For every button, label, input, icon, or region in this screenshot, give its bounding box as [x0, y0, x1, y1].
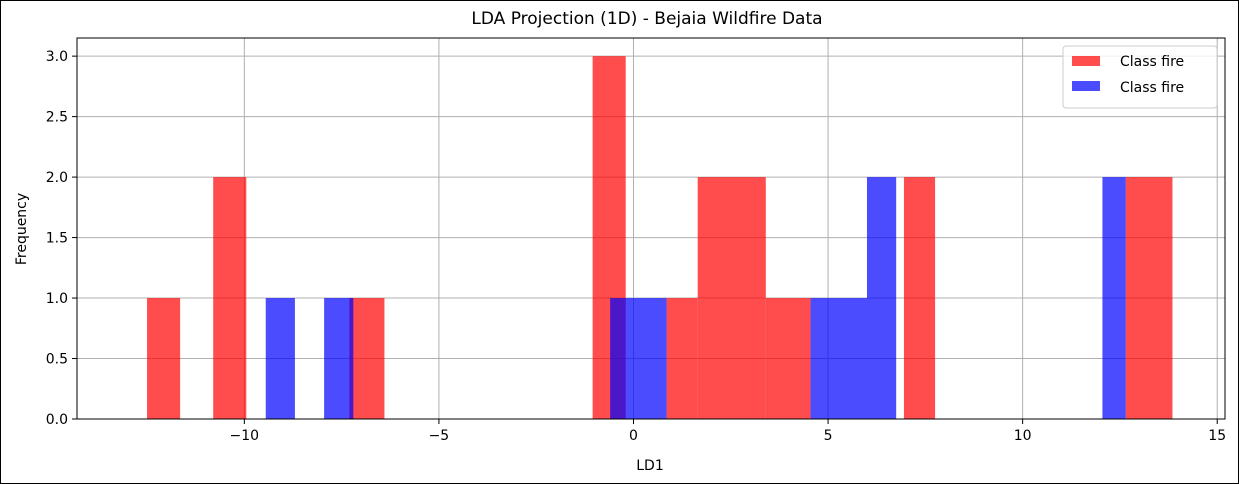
histogram-bar [903, 177, 936, 419]
x-tick-label: 0 [629, 428, 638, 444]
histogram-bar [866, 177, 897, 419]
y-tick-label: 1.0 [46, 291, 68, 307]
histogram-bar [810, 298, 867, 419]
histogram-bar [324, 298, 354, 419]
y-tick-label: 2.0 [46, 170, 68, 186]
x-tick-label: 5 [824, 428, 833, 444]
histogram-bar [610, 298, 667, 419]
y-tick-label: 3.0 [46, 49, 68, 65]
x-axis-ticks: −10 −5 0 5 10 15 [230, 419, 1226, 444]
x-tick-label: 10 [1014, 428, 1032, 444]
x-tick-label: 15 [1208, 428, 1226, 444]
x-axis-label: LD1 [636, 458, 664, 474]
legend-swatch-red [1072, 56, 1100, 66]
y-tick-label: 2.5 [46, 110, 68, 126]
histogram-bar [147, 298, 181, 419]
plot-area-border [76, 37, 1226, 420]
x-tick-label: −10 [230, 428, 260, 444]
histogram-bar [666, 298, 698, 419]
y-tick-label: 1.5 [46, 231, 68, 247]
y-axis-label: Frequency [14, 193, 30, 265]
legend-label-blue: Class fire [1120, 80, 1184, 96]
histogram-bar [1102, 177, 1126, 419]
histogram-bar [213, 177, 247, 419]
chart-title: LDA Projection (1D) - Bejaia Wildfire Da… [471, 9, 822, 29]
histogram-bar [1125, 177, 1173, 419]
histogram-bar [697, 177, 766, 419]
histogram-bar [349, 298, 385, 419]
histogram-bar [765, 298, 811, 419]
histogram-bars [147, 56, 1173, 420]
legend-label-red: Class fire [1120, 54, 1184, 70]
y-axis-ticks: 0.0 0.5 1.0 1.5 2.0 2.5 3.0 [46, 49, 77, 428]
x-tick-label: −5 [429, 428, 450, 444]
histogram-bar [265, 298, 295, 419]
y-tick-label: 0.5 [46, 352, 68, 368]
legend: Class fire Class fire [1062, 45, 1218, 109]
legend-box [1062, 45, 1218, 109]
y-tick-label: 0.0 [46, 412, 68, 428]
legend-swatch-blue [1072, 81, 1100, 91]
